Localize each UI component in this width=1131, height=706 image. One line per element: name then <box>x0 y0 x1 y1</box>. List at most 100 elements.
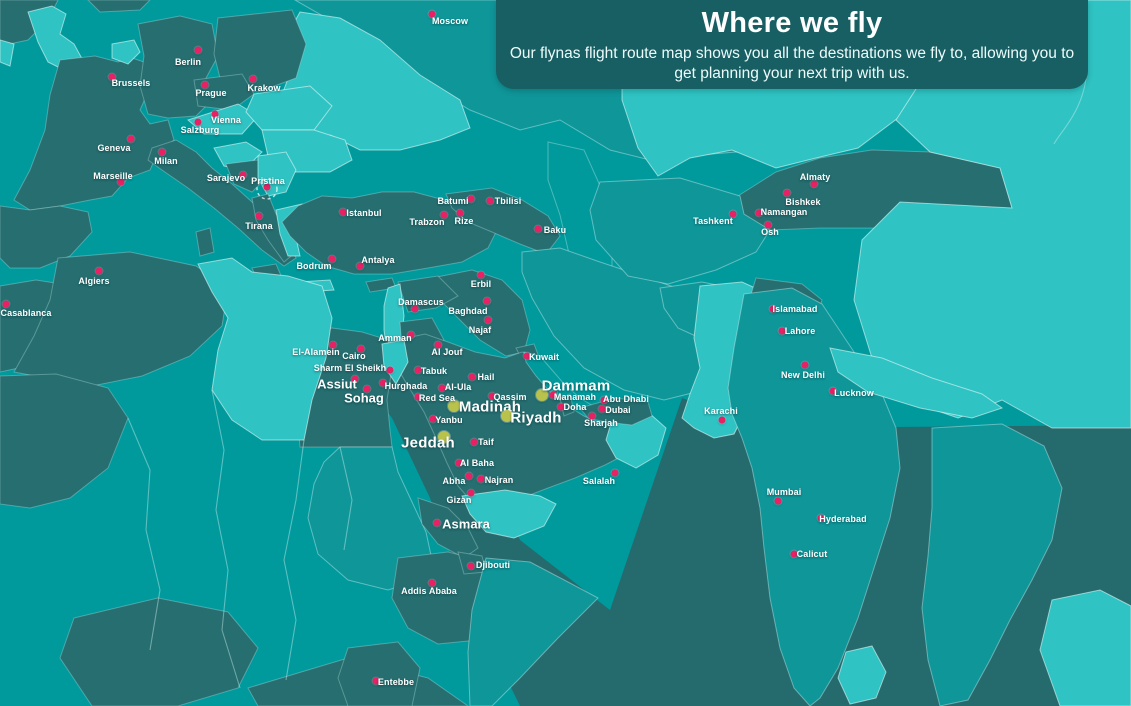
city-dot-dubai[interactable] <box>598 405 606 413</box>
city-dot-doha[interactable] <box>557 403 565 411</box>
city-dot-cairo[interactable] <box>357 345 365 353</box>
city-label-mumbai: Mumbai <box>766 487 802 497</box>
city-dot-baghdad[interactable] <box>483 297 491 305</box>
city-dot-istanbul[interactable] <box>339 208 347 216</box>
city-dot-hurghada[interactable] <box>379 379 387 387</box>
city-dot-al-jouf[interactable] <box>434 341 442 349</box>
city-dot-berlin[interactable] <box>194 46 202 54</box>
city-dot-new-delhi[interactable] <box>801 361 809 369</box>
city-dot-el-alamein[interactable] <box>329 341 337 349</box>
city-dot-trabzon[interactable] <box>440 211 448 219</box>
page-subtitle: Our flynas flight route map shows you al… <box>509 44 1075 82</box>
city-dot-dammam[interactable] <box>536 389 548 401</box>
city-dot-abu-dhabi[interactable] <box>600 396 608 404</box>
city-label-lucknow: Lucknow <box>834 388 874 398</box>
city-dot-asmara[interactable] <box>433 519 441 527</box>
city-label-islamabad: Islamabad <box>772 304 818 314</box>
city-label-dubai: Dubai <box>605 405 631 415</box>
city-dot-hail[interactable] <box>468 373 476 381</box>
city-dot-salzburg[interactable] <box>194 118 202 126</box>
city-dot-sarajevo[interactable] <box>239 171 247 179</box>
city-dot-salalah[interactable] <box>611 469 619 477</box>
city-dot-sohag[interactable] <box>363 385 371 393</box>
city-dot-karachi[interactable] <box>718 416 726 424</box>
city-dot-assiut[interactable] <box>351 375 359 383</box>
city-dot-sharm-el-sheikh[interactable] <box>386 366 394 374</box>
city-dot-lucknow[interactable] <box>829 387 837 395</box>
city-dot-rize[interactable] <box>456 209 464 217</box>
city-dot-bishkek[interactable] <box>783 189 791 197</box>
city-dot-islamabad[interactable] <box>769 305 777 313</box>
city-dot-jeddah[interactable] <box>438 431 450 443</box>
city-label-baku: Baku <box>543 225 567 235</box>
city-dot-al-ula[interactable] <box>438 384 446 392</box>
city-dot-tashkent[interactable] <box>729 210 737 218</box>
city-dot-marseille[interactable] <box>117 178 125 186</box>
city-dot-brussels[interactable] <box>108 73 116 81</box>
city-dot-manamah[interactable] <box>549 391 557 399</box>
city-label-hail: Hail <box>477 372 495 382</box>
city-dot-addis-ababa[interactable] <box>428 579 436 587</box>
city-dot-casablanca[interactable] <box>2 300 10 308</box>
city-dot-osh[interactable] <box>764 221 772 229</box>
city-dot-al-baha[interactable] <box>455 459 463 467</box>
city-dot-madinah[interactable] <box>448 400 460 412</box>
city-dot-tbilisi[interactable] <box>486 197 494 205</box>
city-dot-prague[interactable] <box>201 81 209 89</box>
city-label-lahore: Lahore <box>784 326 816 336</box>
page-title: Where we fly <box>701 6 883 39</box>
city-label-addis-ababa: Addis Ababa <box>401 586 457 596</box>
city-dot-krakow[interactable] <box>249 75 257 83</box>
city-dot-tirana[interactable] <box>255 212 263 220</box>
city-dot-sharjah[interactable] <box>588 412 596 420</box>
city-dot-riyadh[interactable] <box>501 410 513 422</box>
city-dot-damascus[interactable] <box>411 305 419 313</box>
city-dot-najaf[interactable] <box>484 316 492 324</box>
city-dot-entebbe[interactable] <box>372 677 380 685</box>
city-dot-kuwait[interactable] <box>523 352 531 360</box>
city-label-marseille: Marseille <box>93 171 133 181</box>
city-dot-antalya[interactable] <box>356 262 364 270</box>
city-label-algiers: Algiers <box>78 276 110 286</box>
city-label-salalah: Salalah <box>582 476 616 486</box>
city-label-tashkent: Tashkent <box>693 216 733 226</box>
city-label-baghdad: Baghdad <box>448 306 488 316</box>
city-dot-qassim[interactable] <box>488 392 496 400</box>
city-dot-milan[interactable] <box>158 148 166 156</box>
city-label-salzburg: Salzburg <box>180 125 220 135</box>
city-label-milan: Milan <box>154 156 178 166</box>
city-dot-lahore[interactable] <box>778 327 786 335</box>
city-label-tirana: Tirana <box>245 221 273 231</box>
city-dot-baku[interactable] <box>534 225 542 233</box>
city-dot-djibouti[interactable] <box>467 562 475 570</box>
city-dot-algiers[interactable] <box>95 267 103 275</box>
city-label-kuwait: Kuwait <box>528 352 560 362</box>
city-dot-taif[interactable] <box>470 438 478 446</box>
city-dot-yanbu[interactable] <box>429 415 437 423</box>
city-dot-batumi[interactable] <box>467 195 475 203</box>
city-label-abha: Abha <box>442 476 466 486</box>
city-dot-bodrum[interactable] <box>328 255 336 263</box>
city-dot-calicut[interactable] <box>790 550 798 558</box>
city-dot-vienna[interactable] <box>211 110 219 118</box>
city-dot-amman[interactable] <box>407 331 415 339</box>
city-label-bodrum: Bodrum <box>296 261 332 271</box>
city-dot-pristina[interactable] <box>263 183 271 191</box>
city-dot-moscow[interactable] <box>428 10 436 18</box>
city-dot-red-sea[interactable] <box>414 393 422 401</box>
city-label-yanbu: Yanbu <box>435 415 463 425</box>
city-dot-najran[interactable] <box>477 475 485 483</box>
city-label-tabuk: Tabuk <box>420 366 448 376</box>
city-dot-erbil[interactable] <box>477 271 485 279</box>
city-dot-geneva[interactable] <box>127 135 135 143</box>
city-dot-gizan[interactable] <box>467 489 475 497</box>
city-dot-tabuk[interactable] <box>414 366 422 374</box>
city-dot-abha[interactable] <box>465 472 473 480</box>
city-dot-mumbai[interactable] <box>774 497 782 505</box>
city-dot-hyderabad[interactable] <box>817 514 825 522</box>
city-label-hyderabad: Hyderabad <box>819 514 867 524</box>
city-dot-almaty[interactable] <box>810 180 818 188</box>
city-label-tbilisi: Tbilisi <box>494 196 522 206</box>
city-dot-namangan[interactable] <box>755 209 763 217</box>
